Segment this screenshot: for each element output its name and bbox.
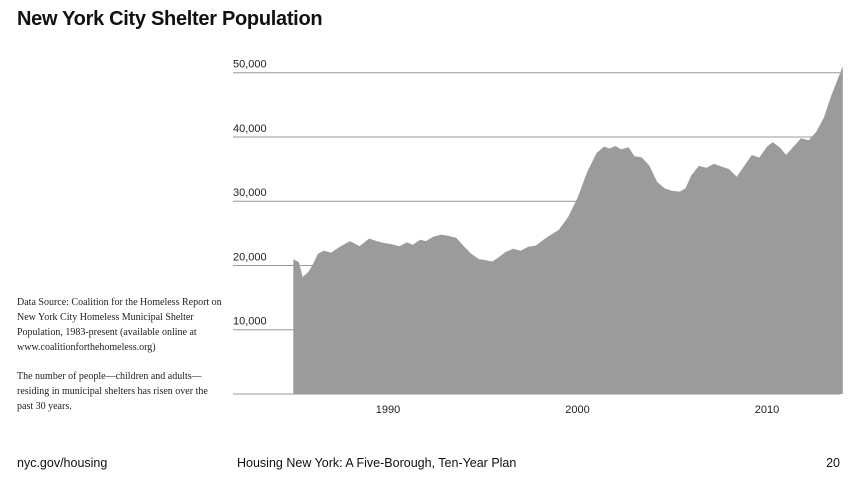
y-tick-label: 30,000 [233,187,267,199]
y-tick-label: 10,000 [233,316,267,328]
description-note: The number of people—children and adults… [17,371,208,412]
data-source-note: Data Source: Coalition for the Homeless … [17,297,222,353]
page-title: New York City Shelter Population [17,8,323,30]
y-tick-label: 20,000 [233,251,267,263]
y-tick-label: 40,000 [233,123,267,135]
x-tick-label: 2010 [755,404,779,416]
tick-labels: 10,000 20,000 30,000 40,000 50,000 1990 2000 20… [233,59,779,416]
page-number: 20 [826,456,840,470]
area-series-path [293,66,843,395]
area-series [293,66,843,395]
footer-report-title: Housing New York: A Five-Borough, Ten-Ye… [237,456,517,470]
x-tick-label: 2000 [565,404,589,416]
side-notes: Data Source: Coalition for the Homeless … [17,295,222,428]
footer-url[interactable]: nyc.gov/housing [17,456,108,470]
y-tick-label: 50,000 [233,59,267,71]
x-tick-label: 1990 [376,404,400,416]
